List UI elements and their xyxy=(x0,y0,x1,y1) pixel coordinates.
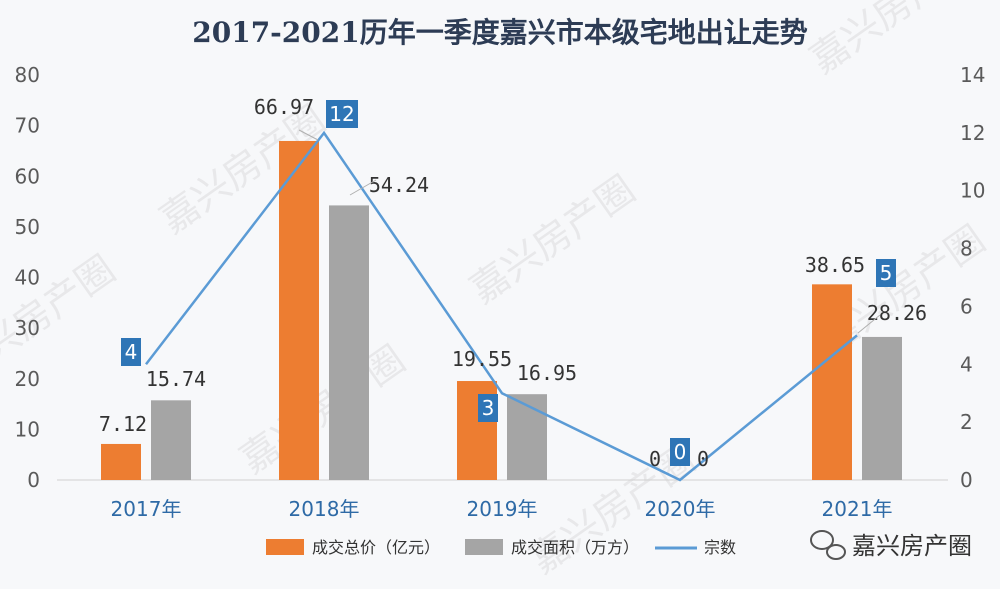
area-bar xyxy=(507,394,547,480)
count-label-box xyxy=(876,259,896,287)
count-label-box xyxy=(326,100,358,128)
legend-swatch-area xyxy=(465,539,503,555)
count-label-box xyxy=(670,438,690,466)
chart-title: 2017-2021历年一季度嘉兴市本级宅地出让走势 xyxy=(192,16,807,49)
left-tick-label: 0 xyxy=(27,468,40,492)
count-value-label: 4 xyxy=(125,340,138,364)
left-tick-label: 10 xyxy=(15,417,40,441)
area-bar xyxy=(862,336,902,480)
category-label: 2020年 xyxy=(645,497,716,521)
category-label: 2021年 xyxy=(822,497,893,521)
count-value-label: 3 xyxy=(482,396,495,420)
area-bar xyxy=(329,205,369,480)
right-tick-label: 10 xyxy=(960,179,985,203)
category-labels: 2017年 2018年 2019年 2020年 2021年 xyxy=(111,497,893,521)
right-tick-label: 2 xyxy=(960,410,973,434)
right-tick-label: 0 xyxy=(960,468,973,492)
left-tick-label: 70 xyxy=(15,114,40,138)
area-value-label: 16.95 xyxy=(517,361,577,385)
category-label: 2018年 xyxy=(289,497,360,521)
leader-line xyxy=(349,179,377,196)
price-value-label: 66.97 xyxy=(254,95,314,119)
legend-label-area: 成交面积（万方） xyxy=(511,538,639,557)
right-axis: 0 2 4 6 8 10 12 14 xyxy=(960,63,985,492)
area-value-label: 0 xyxy=(697,447,709,471)
area-value-label: 54.24 xyxy=(369,173,429,197)
price-bar xyxy=(101,443,141,480)
count-line xyxy=(145,130,858,482)
left-tick-label: 60 xyxy=(15,164,40,188)
category-label: 2017年 xyxy=(111,497,182,521)
area-value-label: 15.74 xyxy=(146,367,206,391)
right-tick-label: 4 xyxy=(960,352,973,376)
legend: 成交总价（亿元） 成交面积（万方） 宗数 xyxy=(266,538,736,557)
right-tick-label: 6 xyxy=(960,294,973,318)
price-value-label: 38.65 xyxy=(805,253,865,277)
wechat-icon xyxy=(810,530,846,560)
right-tick-label: 12 xyxy=(960,121,985,145)
right-tick-label: 8 xyxy=(960,237,973,261)
left-tick-label: 80 xyxy=(15,63,40,87)
legend-label-count: 宗数 xyxy=(704,538,736,557)
area-value-label: 28.26 xyxy=(867,301,927,325)
brand-name: 嘉兴房产圈 xyxy=(852,532,972,560)
price-value-label: 19.55 xyxy=(452,347,512,371)
legend-swatch-price xyxy=(266,539,304,555)
left-tick-label: 20 xyxy=(15,367,40,391)
leader-line xyxy=(298,129,319,141)
leader-line xyxy=(857,314,881,334)
count-label-box xyxy=(121,338,141,366)
count-value-label: 5 xyxy=(880,261,893,285)
left-tick-label: 30 xyxy=(15,316,40,340)
left-axis: 0 10 20 30 40 50 60 70 80 xyxy=(15,63,40,492)
price-bar xyxy=(812,284,852,480)
count-label-box xyxy=(478,394,498,422)
price-value-label: 0 xyxy=(649,447,661,471)
area-bar xyxy=(151,400,191,480)
bars-layer xyxy=(101,140,902,481)
count-value-label: 0 xyxy=(674,440,687,464)
category-label: 2019年 xyxy=(467,497,538,521)
count-line-layer: 4 12 3 0 5 xyxy=(121,100,896,482)
price-value-label: 7.12 xyxy=(99,412,147,436)
count-value-label: 12 xyxy=(329,102,354,126)
right-tick-label: 14 xyxy=(960,63,985,87)
brand-mark: 嘉兴房产圈 xyxy=(810,530,972,560)
legend-label-price: 成交总价（亿元） xyxy=(312,538,440,557)
left-tick-label: 50 xyxy=(15,215,40,239)
left-tick-label: 40 xyxy=(15,266,40,290)
price-bar xyxy=(279,140,319,481)
